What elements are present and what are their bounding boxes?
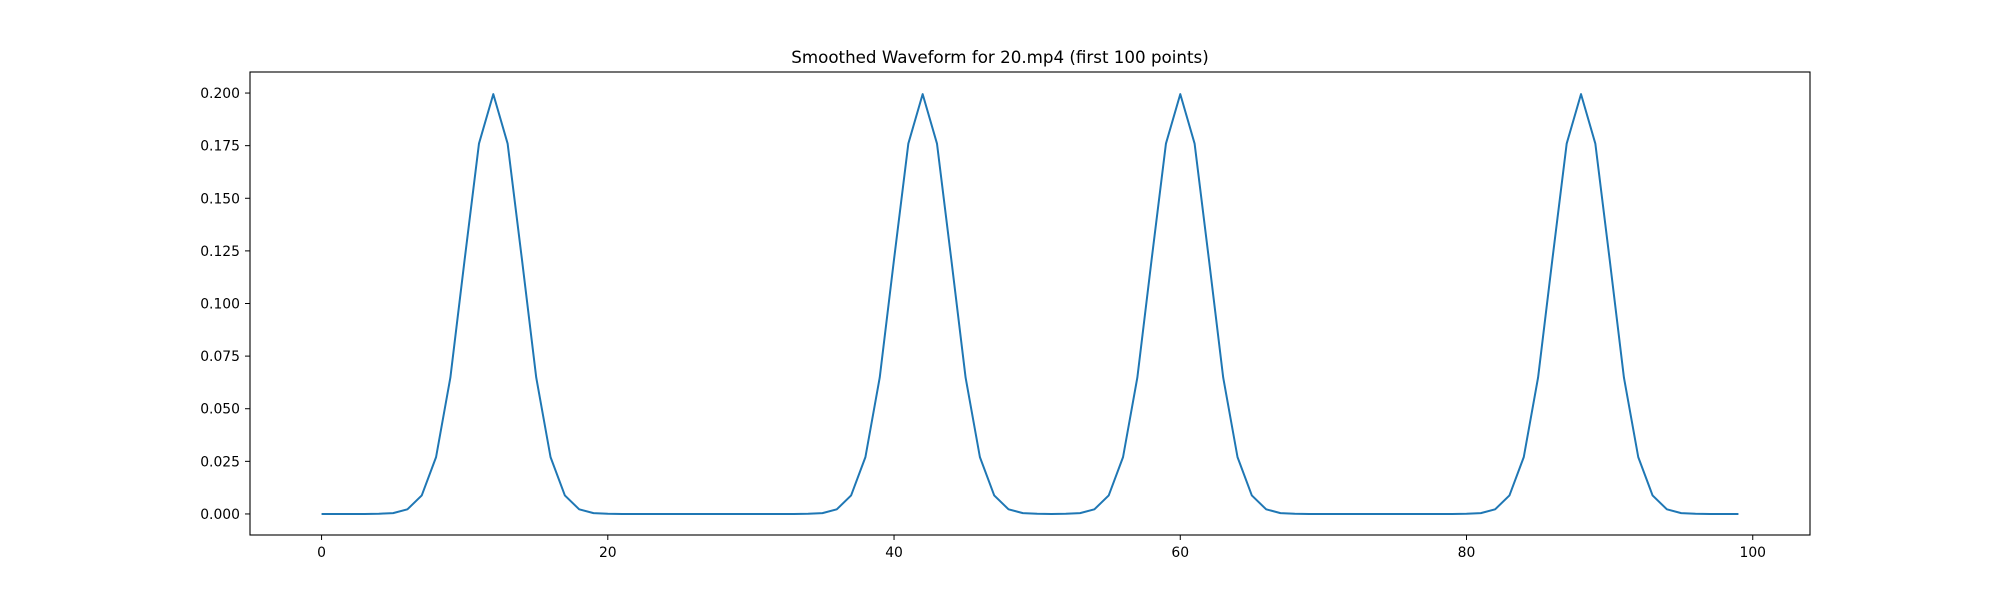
x-axis: 0 20 40 60 80 100	[317, 535, 1766, 561]
chart-title: Smoothed Waveform for 20.mp4 (first 100 …	[791, 47, 1208, 67]
x-tick-label: 0	[317, 545, 326, 561]
axes-frame	[249, 71, 1811, 536]
y-tick-label: 0.025	[200, 454, 240, 470]
x-tick-label: 40	[885, 545, 903, 561]
y-tick-label: 0.050	[200, 402, 240, 418]
y-axis: 0.000 0.025 0.050 0.075 0.100 0.125 0.150 0.175…	[200, 86, 250, 523]
y-tick-label: 0.200	[200, 86, 240, 102]
y-tick-label: 0.150	[200, 191, 240, 207]
y-tick-label: 0.125	[200, 244, 240, 260]
x-tick-label: 60	[1171, 545, 1189, 561]
y-tick-label: 0.100	[200, 297, 240, 313]
y-tick-label: 0.175	[200, 139, 240, 155]
x-tick-label: 20	[599, 545, 617, 561]
x-tick-label: 80	[1458, 545, 1476, 561]
series-line	[321, 93, 1739, 515]
x-tick-label: 100	[1739, 545, 1766, 561]
y-tick-label: 0.000	[200, 507, 240, 523]
y-tick-label: 0.075	[200, 349, 240, 365]
